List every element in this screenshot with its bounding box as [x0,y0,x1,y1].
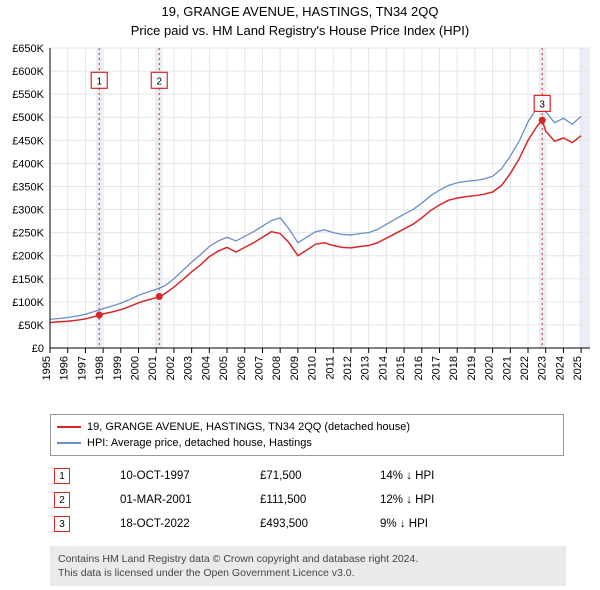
sale-row: 1 10-OCT-1997 £71,500 14% ↓ HPI [50,464,550,488]
sale-row: 2 01-MAR-2001 £111,500 12% ↓ HPI [50,488,550,512]
svg-text:2011: 2011 [324,356,336,380]
svg-text:1997: 1997 [76,356,88,380]
svg-text:2002: 2002 [165,356,177,380]
svg-text:2012: 2012 [342,356,354,380]
svg-text:2003: 2003 [183,356,195,380]
svg-text:£150K: £150K [12,274,44,286]
svg-text:2023: 2023 [537,356,549,380]
title-subtitle: Price paid vs. HM Land Registry's House … [0,23,600,38]
svg-text:2005: 2005 [218,356,230,380]
sale-marker: 1 [54,468,70,484]
chart-container: 19, GRANGE AVENUE, HASTINGS, TN34 2QQ Pr… [0,0,600,586]
sale-row: 3 18-OCT-2022 £493,500 9% ↓ HPI [50,512,550,536]
svg-text:£300K: £300K [12,205,44,217]
legend-item: HPI: Average price, detached house, Hast… [57,435,557,451]
svg-text:£650K: £650K [12,43,44,55]
svg-text:2010: 2010 [307,356,319,380]
svg-text:1995: 1995 [41,356,53,380]
svg-text:£500K: £500K [12,112,44,124]
svg-text:2: 2 [156,76,162,87]
legend-swatch [57,442,81,444]
svg-text:2001: 2001 [147,356,159,380]
svg-text:£0: £0 [32,343,44,355]
svg-text:£250K: £250K [12,228,44,240]
svg-text:1999: 1999 [112,356,124,380]
sale-date: 01-MAR-2001 [120,494,230,506]
svg-text:£400K: £400K [12,158,44,170]
legend-swatch [57,426,81,428]
sale-date: 10-OCT-1997 [120,470,230,482]
sale-price: £111,500 [260,494,350,506]
svg-text:2018: 2018 [448,356,460,380]
footer-note: Contains HM Land Registry data © Crown c… [50,546,566,586]
svg-text:2007: 2007 [253,356,265,380]
svg-text:£600K: £600K [12,66,44,78]
svg-text:2025: 2025 [572,356,584,380]
svg-text:2015: 2015 [395,356,407,380]
svg-text:£450K: £450K [12,135,44,147]
svg-text:2014: 2014 [377,356,389,380]
legend-label: 19, GRANGE AVENUE, HASTINGS, TN34 2QQ (d… [87,419,410,435]
svg-text:2021: 2021 [501,356,513,380]
svg-text:2022: 2022 [519,356,531,380]
svg-text:2004: 2004 [200,356,212,380]
legend: 19, GRANGE AVENUE, HASTINGS, TN34 2QQ (d… [50,414,564,456]
svg-text:2008: 2008 [271,356,283,380]
svg-text:2016: 2016 [413,356,425,380]
sale-date: 18-OCT-2022 [120,518,230,530]
title-address: 19, GRANGE AVENUE, HASTINGS, TN34 2QQ [0,4,600,19]
svg-text:£350K: £350K [12,181,44,193]
svg-text:2009: 2009 [289,356,301,380]
sale-delta: 14% ↓ HPI [380,470,490,482]
sale-price: £493,500 [260,518,350,530]
svg-text:£50K: £50K [18,320,44,332]
svg-text:2024: 2024 [554,356,566,380]
svg-text:£550K: £550K [12,89,44,101]
line-chart-svg: £0 £50K £100K £150K £200K £250K £300K £350K £400… [0,38,600,408]
svg-text:3: 3 [539,99,545,110]
svg-text:£100K: £100K [12,297,44,309]
svg-text:1: 1 [96,76,102,87]
footer-line2: This data is licensed under the Open Gov… [58,566,558,580]
legend-item: 19, GRANGE AVENUE, HASTINGS, TN34 2QQ (d… [57,419,557,435]
sale-delta: 9% ↓ HPI [380,518,490,530]
svg-text:2000: 2000 [130,356,142,380]
svg-text:2020: 2020 [484,356,496,380]
sale-marker: 2 [54,492,70,508]
sale-price: £71,500 [260,470,350,482]
sales-table: 1 10-OCT-1997 £71,500 14% ↓ HPI 2 01-MAR-2001… [50,464,550,536]
legend-label: HPI: Average price, detached house, Hast… [87,435,312,451]
svg-text:2017: 2017 [431,356,443,380]
svg-text:2006: 2006 [236,356,248,380]
title-block: 19, GRANGE AVENUE, HASTINGS, TN34 2QQ Pr… [0,0,600,38]
svg-text:2019: 2019 [466,356,478,380]
chart-area: £0 £50K £100K £150K £200K £250K £300K £350K £400… [0,38,600,408]
sale-delta: 12% ↓ HPI [380,494,490,506]
svg-text:1996: 1996 [59,356,71,380]
svg-text:2013: 2013 [360,356,372,380]
sale-marker: 3 [54,516,70,532]
svg-text:£200K: £200K [12,251,44,263]
footer-line1: Contains HM Land Registry data © Crown c… [58,552,558,566]
svg-text:1998: 1998 [94,356,106,380]
